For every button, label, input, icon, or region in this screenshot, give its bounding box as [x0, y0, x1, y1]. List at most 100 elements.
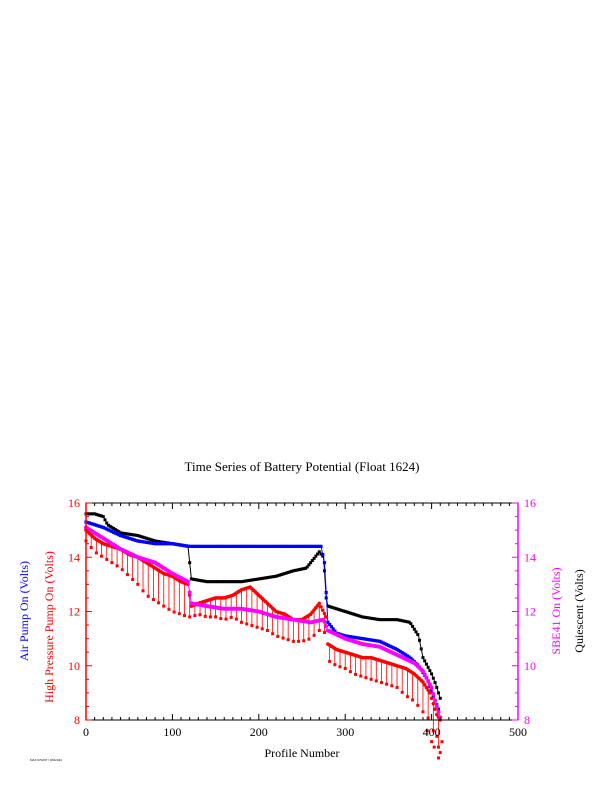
- quiescent-point: [350, 612, 354, 616]
- quiescent-point: [129, 532, 133, 536]
- quiescent-point: [124, 532, 128, 536]
- quiescent-point: [335, 607, 339, 611]
- quiescent-point: [226, 580, 230, 584]
- air-pump-point: [215, 544, 219, 548]
- air-pump-point: [252, 544, 256, 548]
- x-tick-label: 0: [83, 725, 89, 739]
- quiescent-point: [259, 577, 263, 581]
- air-pump-point: [328, 622, 332, 627]
- air-pump-point: [110, 529, 114, 534]
- quiescent-point: [374, 617, 378, 621]
- quiescent-point: [354, 613, 358, 617]
- hpp-low-point: [426, 716, 430, 720]
- air-pump-point: [369, 638, 373, 642]
- series-sbe41: [84, 525, 443, 720]
- air-pump-point: [272, 544, 276, 548]
- quiescent-point: [431, 676, 435, 680]
- sbe41-point: [324, 624, 329, 629]
- quiescent-point: [191, 577, 195, 581]
- x-axis-label: Profile Number: [265, 746, 340, 760]
- air-pump-point: [210, 544, 214, 548]
- quiescent-point: [248, 578, 252, 582]
- quiescent-point: [398, 618, 402, 622]
- quiescent-point: [412, 627, 416, 631]
- quiescent-point: [340, 608, 344, 612]
- y-left-label-air-pump: Air Pump On (Volts): [17, 561, 31, 661]
- air-pump-point: [371, 638, 375, 642]
- air-pump-point: [360, 637, 365, 641]
- air-pump-point: [182, 543, 187, 548]
- air-pump-point: [219, 544, 223, 548]
- quiescent-point: [193, 578, 197, 582]
- quiescent-point: [222, 580, 226, 584]
- plot-frame: [85, 502, 519, 721]
- quiescent-point: [91, 512, 95, 516]
- air-pump-point: [155, 542, 159, 546]
- air-pump-point: [127, 536, 131, 540]
- hpp-low-point: [100, 554, 104, 558]
- quiescent-point: [348, 611, 352, 615]
- air-pump-point: [367, 638, 371, 642]
- quiescent-point: [144, 536, 148, 540]
- quiescent-point: [87, 512, 91, 516]
- quiescent-point: [115, 529, 119, 533]
- x-axis: 0 100 200 300 400 500: [83, 503, 527, 739]
- hpp-low-point: [405, 695, 409, 699]
- air-pump-point: [317, 544, 321, 548]
- quiescent-point: [295, 568, 299, 572]
- outlier-point: [430, 740, 434, 744]
- air-pump-point: [383, 642, 387, 646]
- air-pump-point: [381, 641, 385, 645]
- quiescent-point: [269, 575, 273, 579]
- air-pump-point: [177, 543, 181, 547]
- quiescent-point: [279, 573, 283, 577]
- sbe41-point: [434, 704, 439, 709]
- quiescent-point: [290, 569, 294, 573]
- air-pump-point: [397, 648, 401, 653]
- quiescent-point: [419, 647, 423, 651]
- quiescent-point: [106, 523, 110, 527]
- air-pump-point: [186, 544, 190, 548]
- quiescent-point: [362, 615, 366, 619]
- quiescent-point: [110, 525, 114, 529]
- air-pump-point: [402, 652, 406, 656]
- air-pump-point: [274, 544, 278, 548]
- x-tick-label: 200: [250, 725, 268, 739]
- air-pump-point: [137, 539, 142, 543]
- air-pump-point: [372, 638, 377, 643]
- air-pump-point: [405, 654, 410, 658]
- quiescent-point: [392, 618, 396, 622]
- quiescent-point: [257, 577, 261, 581]
- air-pump-point: [143, 540, 147, 544]
- hpp-low-point: [157, 601, 161, 605]
- quiescent-point: [267, 575, 271, 579]
- air-pump-point: [410, 658, 415, 662]
- hpp-low-point: [162, 604, 166, 608]
- quiescent-point: [100, 514, 104, 518]
- air-pump-point: [303, 544, 308, 548]
- quiescent-point: [125, 532, 129, 536]
- air-pump-point: [160, 542, 164, 546]
- air-pump-point: [341, 633, 346, 637]
- air-pump-point: [262, 544, 266, 548]
- quiescent-point: [317, 550, 321, 554]
- quiescent-point: [414, 630, 418, 634]
- quiescent-point: [94, 512, 98, 516]
- quiescent-point: [207, 580, 211, 584]
- sbe41-point: [436, 709, 441, 714]
- hpp-low-point: [89, 545, 93, 549]
- air-pump-point: [91, 522, 95, 526]
- hpp-low-point: [208, 615, 212, 619]
- outlier-point: [432, 745, 436, 749]
- quiescent-point: [418, 638, 422, 642]
- air-pump-point: [203, 544, 207, 548]
- outlier-point: [425, 729, 429, 733]
- hpp-low-point: [214, 615, 218, 619]
- quiescent-point: [343, 610, 347, 613]
- quiescent-point: [240, 580, 244, 584]
- air-pump-point: [284, 544, 289, 548]
- hpp-low-point: [374, 679, 378, 683]
- air-pump-point: [386, 643, 390, 648]
- air-pump-point: [355, 636, 359, 640]
- air-pump-point: [231, 544, 235, 548]
